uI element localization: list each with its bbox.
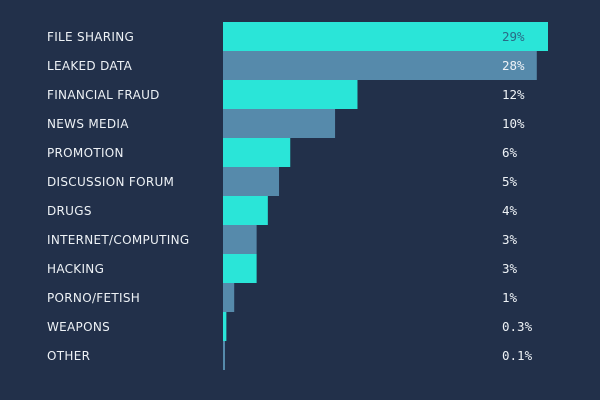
category-label: DRUGS: [47, 204, 92, 218]
bar: [223, 283, 235, 312]
bar: [223, 109, 336, 138]
value-label: 12%: [502, 87, 525, 102]
category-label: PROMOTION: [47, 146, 124, 160]
category-label: LEAKED DATA: [47, 59, 133, 73]
category-label: WEAPONS: [47, 320, 110, 334]
value-label: 3%: [502, 261, 518, 276]
bar: [223, 22, 548, 51]
bar: [223, 196, 268, 225]
category-label: OTHER: [47, 349, 90, 363]
value-label: 5%: [502, 174, 518, 189]
bar: [223, 254, 257, 283]
value-label: 1%: [502, 290, 518, 305]
bar: [223, 167, 280, 196]
value-label: 3%: [502, 232, 518, 247]
bar: [223, 80, 358, 109]
category-label: HACKING: [47, 262, 104, 276]
value-label: 4%: [502, 203, 518, 218]
category-label: INTERNET/COMPUTING: [47, 233, 189, 247]
category-label: FINANCIAL FRAUD: [47, 88, 160, 102]
value-label: 10%: [502, 116, 525, 131]
bar: [223, 341, 225, 370]
bar: [223, 312, 227, 341]
category-label: NEWS MEDIA: [47, 117, 129, 131]
category-label: DISCUSSION FORUM: [47, 175, 174, 189]
value-label: 29%: [502, 29, 525, 44]
value-label: 28%: [502, 58, 525, 73]
bar: [223, 225, 257, 254]
value-label: 0.3%: [502, 319, 533, 334]
bar: [223, 138, 291, 167]
value-label: 0.1%: [502, 348, 533, 363]
value-label: 6%: [502, 145, 518, 160]
category-label: PORNO/FETISH: [47, 291, 140, 305]
bar: [223, 51, 537, 80]
category-label: FILE SHARING: [47, 30, 134, 44]
